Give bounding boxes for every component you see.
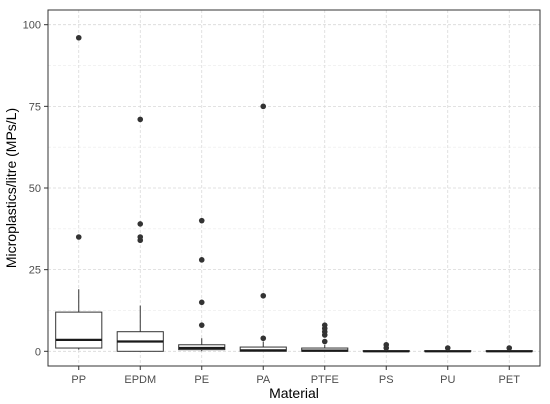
outlier-point bbox=[137, 221, 144, 227]
outlier-point bbox=[137, 116, 144, 123]
x-tick-label: PA bbox=[256, 374, 271, 386]
box-ptfe bbox=[301, 322, 349, 352]
y-tick-label: 50 bbox=[29, 183, 41, 195]
y-tick-label: 25 bbox=[29, 265, 41, 277]
outlier-point bbox=[321, 338, 328, 345]
x-tick-label: PS bbox=[379, 374, 394, 386]
box-iqr bbox=[55, 311, 103, 349]
box-pu bbox=[424, 345, 472, 353]
outlier-point bbox=[260, 103, 267, 110]
x-axis-title: Material bbox=[269, 385, 319, 401]
x-tick-label: PP bbox=[71, 374, 86, 386]
outlier-point bbox=[137, 234, 144, 240]
box-ps bbox=[362, 341, 410, 353]
x-tick-label: EPDM bbox=[124, 374, 156, 386]
y-axis-title: Microplastics/litre (MPs/L) bbox=[3, 108, 19, 268]
outlier-point bbox=[198, 217, 205, 224]
y-tick-label: 100 bbox=[23, 20, 41, 32]
outlier-point bbox=[75, 34, 82, 41]
y-tick-label: 75 bbox=[29, 101, 41, 113]
x-tick-label: PU bbox=[440, 374, 455, 386]
outlier-point bbox=[75, 234, 82, 240]
y-axis: 0 25 50 75 100 bbox=[23, 20, 48, 358]
outlier-point bbox=[260, 335, 267, 342]
outlier-point bbox=[321, 322, 328, 328]
outlier-point bbox=[198, 322, 205, 328]
y-tick-label: 0 bbox=[35, 346, 41, 358]
outlier-point bbox=[506, 345, 513, 351]
x-axis: PP EPDM PE PA PTFE PS PU PET bbox=[71, 366, 520, 386]
x-tick-label: PE bbox=[194, 374, 209, 386]
boxes-layer bbox=[55, 34, 533, 353]
box-epdm bbox=[116, 116, 164, 352]
x-tick-label: PET bbox=[499, 374, 521, 386]
outlier-point bbox=[198, 257, 205, 263]
box-pe bbox=[178, 217, 226, 352]
box-pa bbox=[239, 103, 287, 352]
box-pp bbox=[55, 34, 103, 350]
outlier-point bbox=[198, 299, 205, 306]
x-tick-label: PTFE bbox=[311, 374, 339, 386]
outlier-point bbox=[383, 341, 390, 348]
box-pet bbox=[485, 345, 533, 353]
outlier-point bbox=[444, 345, 451, 351]
outlier-point bbox=[260, 292, 267, 299]
